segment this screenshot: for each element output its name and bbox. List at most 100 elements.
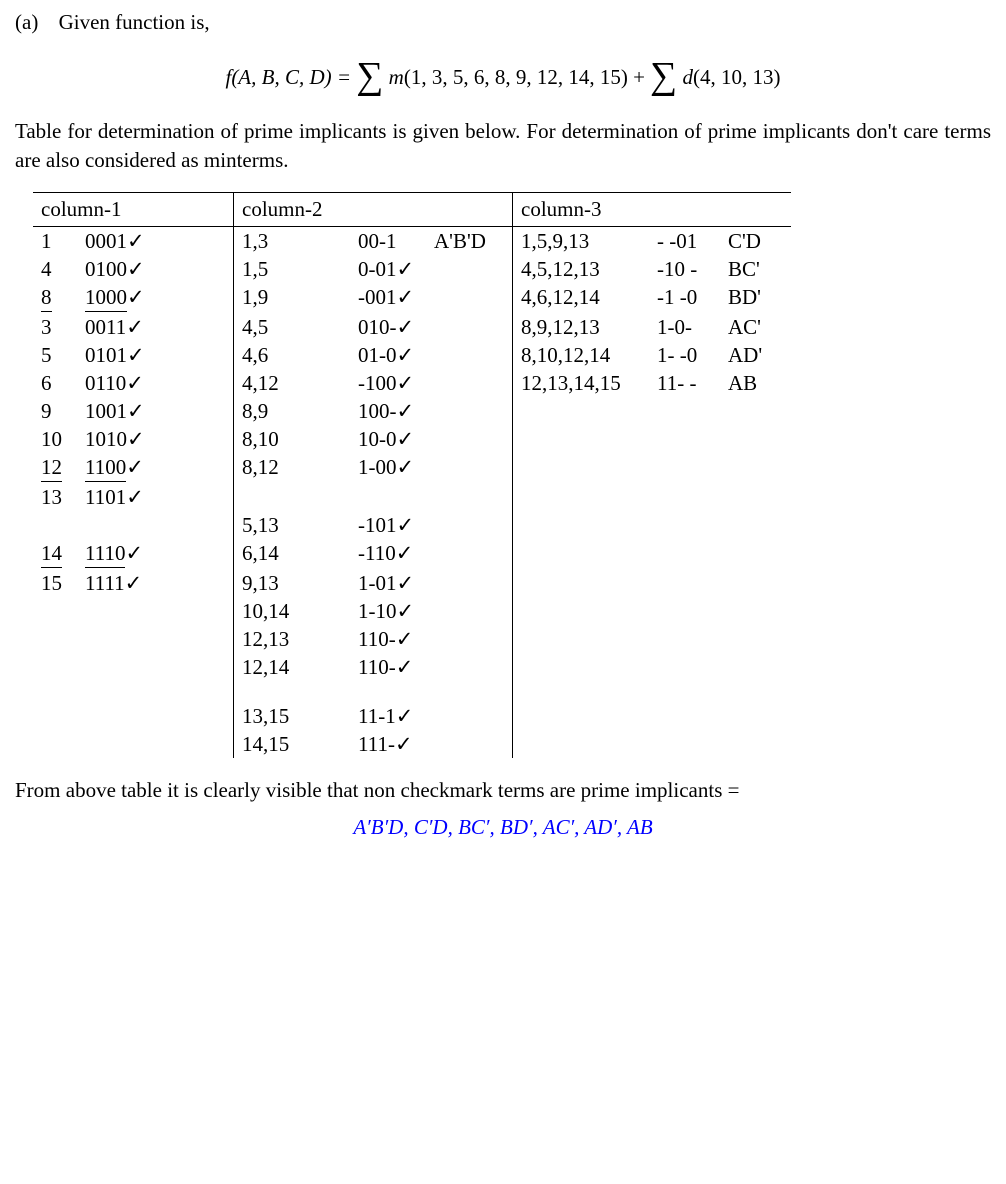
col2-term [426, 653, 513, 681]
col2-pair: 13,15 [234, 702, 351, 730]
table-row: 501014,601-08,10,12,141- -0AD' [33, 341, 791, 369]
col1-idx: 8 [33, 283, 77, 313]
col2-pair: 14,15 [234, 730, 351, 758]
col3-term: BD' [720, 283, 791, 313]
col1-bits: 1001 [77, 397, 234, 425]
col2-term [426, 681, 513, 702]
col2-bits: 100- [350, 397, 426, 425]
col2-term [426, 483, 513, 511]
result-text: A′B′D, C′D, BC′, BD′, AC′, AD′, AB [353, 815, 652, 839]
col1-idx: 14 [33, 539, 77, 569]
check-icon [127, 343, 145, 367]
col3-term [720, 597, 791, 625]
check-icon [126, 315, 144, 339]
col2-term: A'B'D [426, 227, 513, 256]
col1-bits: 1000 [77, 283, 234, 313]
sigma-icon: ∑ [356, 63, 383, 90]
col2-bits: -101 [350, 511, 426, 539]
col1-idx: 13 [33, 483, 77, 511]
col1-idx: 4 [33, 255, 77, 283]
col1-bits: 1110 [77, 539, 234, 569]
col2-bits: 1-00 [350, 453, 426, 483]
col3-bits [649, 625, 720, 653]
col2-term [426, 397, 513, 425]
check-icon [395, 732, 413, 756]
col3-term [720, 425, 791, 453]
col3-term [720, 511, 791, 539]
sum2-args: (4, 10, 13) [693, 65, 781, 89]
col3-term [720, 653, 791, 681]
col3-quad: 4,5,12,13 [513, 255, 650, 283]
col1-idx: 10 [33, 425, 77, 453]
table-row: 401001,50-014,5,12,13-10 -BC' [33, 255, 791, 283]
col2-pair: 8,10 [234, 425, 351, 453]
col2-bits [350, 681, 426, 702]
col2-bits: 110- [350, 653, 426, 681]
col2-term [426, 597, 513, 625]
col3-bits [649, 511, 720, 539]
col3-quad [513, 730, 650, 758]
col2-pair: 8,9 [234, 397, 351, 425]
check-icon [396, 655, 414, 679]
check-icon [397, 571, 415, 595]
col1-bits: 0100 [77, 255, 234, 283]
col3-bits [649, 681, 720, 702]
col2-bits: 0-01 [350, 255, 426, 283]
col1-bits: 0011 [77, 313, 234, 341]
check-icon [397, 315, 415, 339]
col3-quad [513, 539, 650, 569]
col2-pair: 1,9 [234, 283, 351, 313]
col2-bits: -001 [350, 283, 426, 313]
col1-idx: 3 [33, 313, 77, 341]
col3-quad [513, 483, 650, 511]
equation-lhs: f(A, B, C, D) = [225, 65, 351, 89]
col3-term [720, 453, 791, 483]
col3-quad [513, 453, 650, 483]
table-row: 300114,5010-8,9,12,131-0-AC' [33, 313, 791, 341]
equation: f(A, B, C, D) = ∑ m(1, 3, 5, 6, 8, 9, 12… [15, 65, 991, 92]
col1-idx [33, 511, 77, 539]
table-row: 12,13110- [33, 625, 791, 653]
col3-quad [513, 425, 650, 453]
col2-term [426, 369, 513, 397]
table-row: 1511119,131-01 [33, 569, 791, 597]
check-icon [397, 257, 415, 281]
col2-bits: 1-10 [350, 597, 426, 625]
col2-bits: 010- [350, 313, 426, 341]
col2-bits: 01-0 [350, 341, 426, 369]
col2-term [426, 511, 513, 539]
check-icon [125, 571, 143, 595]
col1-idx: 15 [33, 569, 77, 597]
sum1-args: (1, 3, 5, 6, 8, 9, 12, 14, 15) [404, 65, 628, 89]
col2-bits: 11-1 [350, 702, 426, 730]
col3-term [720, 569, 791, 597]
table-row: 1010108,1010-0 [33, 425, 791, 453]
col3-term [720, 625, 791, 653]
prime-implicants-result: A′B′D, C′D, BC′, BD′, AC′, AD′, AB [15, 815, 991, 840]
equation-plus: + [628, 65, 650, 89]
col2-bits: 00-1 [350, 227, 426, 256]
col3-quad: 1,5,9,13 [513, 227, 650, 256]
col3-quad [513, 702, 650, 730]
col2-pair: 4,6 [234, 341, 351, 369]
check-icon [397, 599, 415, 623]
col3-term: AD' [720, 341, 791, 369]
col2-pair: 6,14 [234, 539, 351, 569]
col1-bits: 1111 [77, 569, 234, 597]
check-icon [397, 399, 415, 423]
col1-idx: 9 [33, 397, 77, 425]
col3-bits [649, 597, 720, 625]
col1-bits: 0001 [77, 227, 234, 256]
check-icon [127, 285, 145, 309]
col2-pair: 4,12 [234, 369, 351, 397]
check-icon [397, 371, 415, 395]
table-row: 1411106,14-110 [33, 539, 791, 569]
col3-bits: 1- -0 [649, 341, 720, 369]
col2-pair: 1,5 [234, 255, 351, 283]
col3-quad [513, 653, 650, 681]
col3-term [720, 397, 791, 425]
table-row [33, 681, 791, 702]
check-icon [397, 455, 415, 479]
check-icon [127, 257, 145, 281]
col3-bits [649, 653, 720, 681]
